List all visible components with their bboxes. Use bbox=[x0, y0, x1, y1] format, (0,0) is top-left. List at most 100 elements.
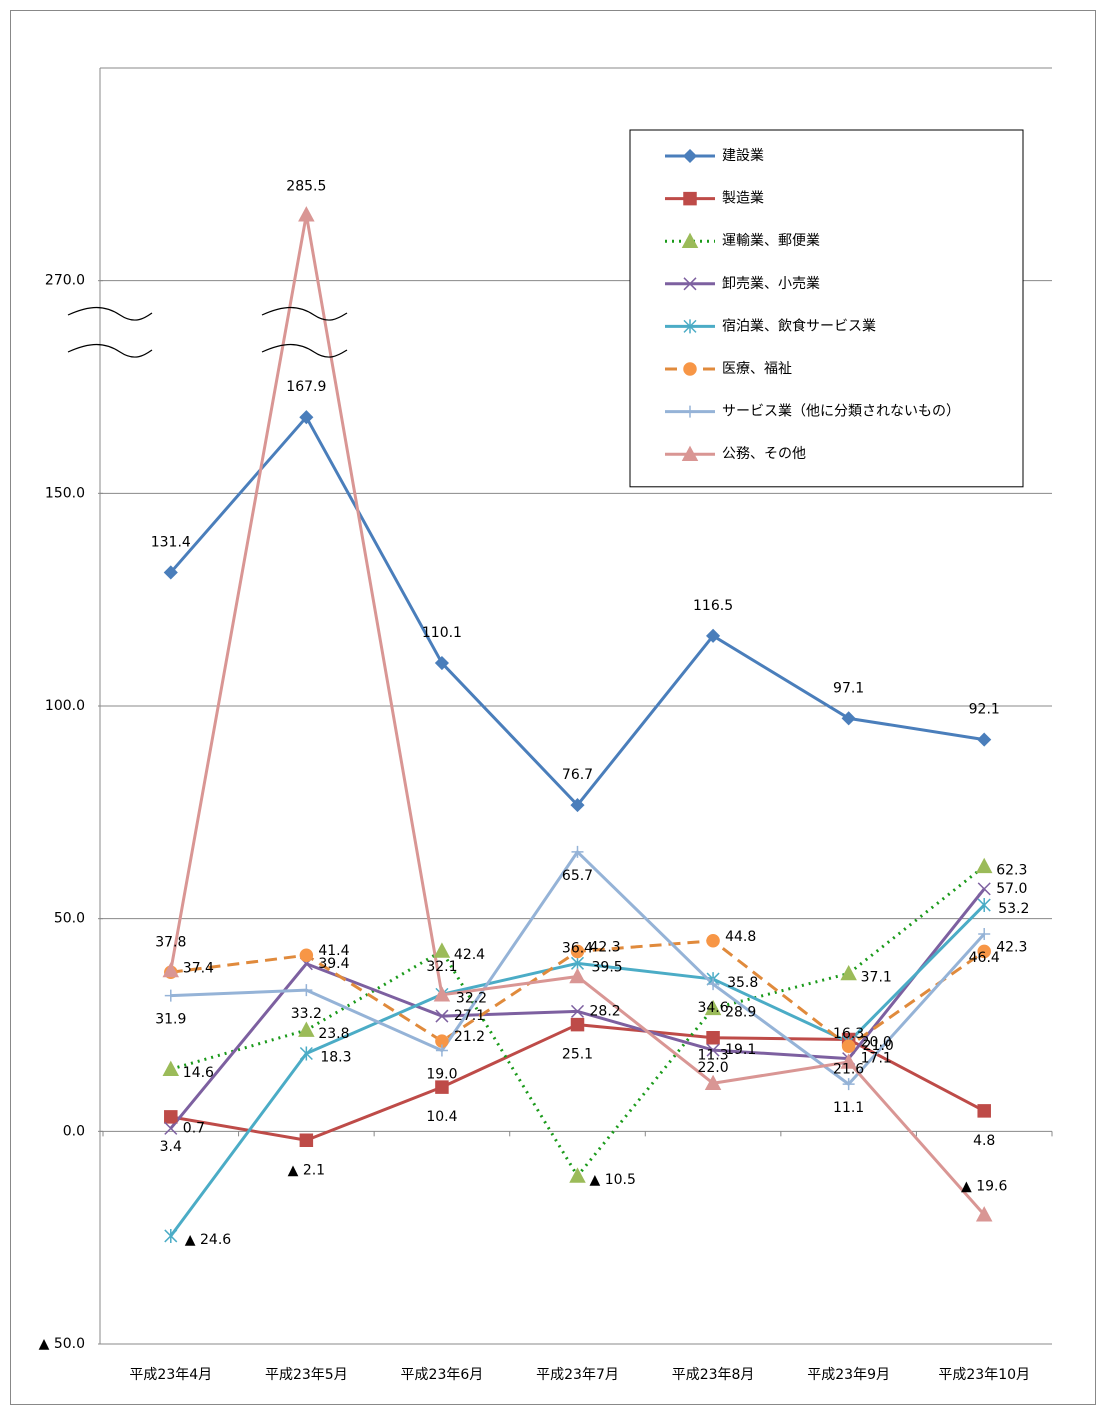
y-tick-label: 150.0 bbox=[45, 485, 85, 501]
marker bbox=[707, 978, 720, 991]
marker bbox=[570, 1017, 585, 1032]
data-label: 33.2 bbox=[291, 1006, 322, 1022]
data-label: 39.4 bbox=[318, 956, 349, 972]
legend-label: 医療、福祉 bbox=[722, 360, 792, 377]
data-label: ▲ 24.6 bbox=[185, 1232, 231, 1248]
data-label: 28.2 bbox=[590, 1003, 621, 1019]
x-tick-label: 平成23年8月 bbox=[672, 1367, 755, 1383]
marker bbox=[570, 944, 585, 959]
data-label: ▲ 10.5 bbox=[590, 1172, 636, 1188]
data-label: 53.2 bbox=[998, 901, 1029, 917]
legend-box bbox=[629, 129, 1024, 488]
x-tick-label: 平成23年5月 bbox=[265, 1367, 348, 1383]
marker bbox=[706, 934, 720, 948]
legend-label: 宿泊業、飲食サービス業 bbox=[722, 317, 876, 334]
marker bbox=[683, 319, 697, 334]
marker bbox=[299, 948, 314, 962]
marker bbox=[681, 232, 699, 248]
data-label: ▲ 2.1 bbox=[288, 1162, 325, 1178]
data-label: 92.1 bbox=[969, 702, 1000, 718]
data-label: 27.1 bbox=[454, 1008, 485, 1024]
data-label: 0.7 bbox=[183, 1120, 205, 1136]
data-label: 57.0 bbox=[996, 881, 1027, 897]
marker bbox=[164, 1110, 178, 1124]
marker bbox=[435, 1009, 449, 1023]
marker bbox=[433, 986, 451, 1002]
data-label: 17.1 bbox=[861, 1051, 892, 1067]
marker bbox=[975, 1206, 993, 1222]
data-label: ▲ 19.6 bbox=[961, 1179, 1007, 1195]
marker bbox=[299, 410, 314, 425]
marker bbox=[435, 1080, 449, 1094]
y-tick-label: 0.0 bbox=[63, 1123, 85, 1139]
marker bbox=[164, 1121, 178, 1135]
data-label: 20.0 bbox=[861, 1034, 892, 1050]
marker bbox=[570, 1004, 585, 1018]
legend-label: 製造業 bbox=[722, 191, 764, 207]
marker bbox=[842, 1078, 855, 1091]
data-label: 25.1 bbox=[562, 1047, 593, 1063]
break-mark bbox=[261, 306, 348, 321]
data-label: 32.1 bbox=[426, 959, 457, 975]
data-label: 10.4 bbox=[426, 1109, 457, 1125]
markers bbox=[162, 206, 993, 1243]
data-label: 46.4 bbox=[969, 950, 1000, 966]
marker bbox=[162, 961, 180, 978]
marker bbox=[977, 732, 992, 747]
data-label: 167.9 bbox=[286, 379, 326, 395]
data-label: 23.8 bbox=[318, 1026, 349, 1042]
data-label: 4.8 bbox=[973, 1133, 995, 1149]
data-label: 116.5 bbox=[693, 598, 733, 614]
marker bbox=[706, 1043, 720, 1057]
marker bbox=[298, 1021, 315, 1037]
data-label: 131.4 bbox=[151, 534, 191, 550]
marker bbox=[841, 711, 856, 726]
marker bbox=[435, 1044, 448, 1057]
data-label: 11.3 bbox=[697, 1047, 728, 1063]
break-mark bbox=[261, 343, 348, 358]
marker bbox=[435, 1034, 449, 1048]
data-label: 42.3 bbox=[590, 939, 621, 955]
data-label: 31.9 bbox=[155, 1012, 186, 1028]
x-tick-label: 平成23年7月 bbox=[536, 1367, 619, 1383]
y-tick-label: 270.0 bbox=[45, 273, 85, 289]
data-label: 21.0 bbox=[863, 1038, 894, 1054]
marker bbox=[164, 989, 177, 1002]
marker bbox=[163, 565, 178, 580]
data-label: 18.3 bbox=[320, 1049, 351, 1065]
legend-label: 公務、その他 bbox=[722, 446, 806, 462]
marker bbox=[164, 1228, 178, 1243]
data-label: 97.1 bbox=[833, 680, 864, 696]
marker bbox=[977, 882, 991, 896]
marker bbox=[840, 964, 857, 981]
marker bbox=[433, 942, 451, 958]
break-mark bbox=[67, 343, 153, 358]
marker bbox=[704, 999, 722, 1016]
y-tick-label: 50.0 bbox=[54, 911, 85, 927]
data-label: 62.3 bbox=[996, 862, 1027, 878]
marker bbox=[683, 191, 697, 206]
marker bbox=[683, 362, 697, 376]
marker bbox=[684, 405, 696, 418]
data-label: 34.6 bbox=[697, 1000, 728, 1016]
legend-label: 運輸業、郵便業 bbox=[722, 233, 820, 249]
marker bbox=[977, 1104, 991, 1118]
marker bbox=[975, 857, 993, 874]
data-label: 110.1 bbox=[422, 625, 462, 641]
data-label: 35.8 bbox=[727, 975, 758, 991]
data-label: 42.4 bbox=[454, 947, 485, 963]
marker bbox=[841, 1039, 856, 1054]
marker bbox=[299, 1133, 314, 1148]
data-label: 28.9 bbox=[725, 1004, 756, 1020]
data-label: 37.8 bbox=[155, 935, 186, 951]
data-label: 44.8 bbox=[725, 929, 756, 945]
marker bbox=[682, 148, 698, 164]
data-label: 32.2 bbox=[456, 990, 487, 1006]
x-tick-label: 平成23年6月 bbox=[401, 1367, 484, 1383]
y-tick-label: 100.0 bbox=[45, 698, 85, 714]
data-label: 39.5 bbox=[592, 959, 623, 975]
data-label: 37.4 bbox=[183, 960, 214, 976]
data-label: 42.3 bbox=[996, 939, 1027, 955]
marker bbox=[706, 628, 721, 643]
